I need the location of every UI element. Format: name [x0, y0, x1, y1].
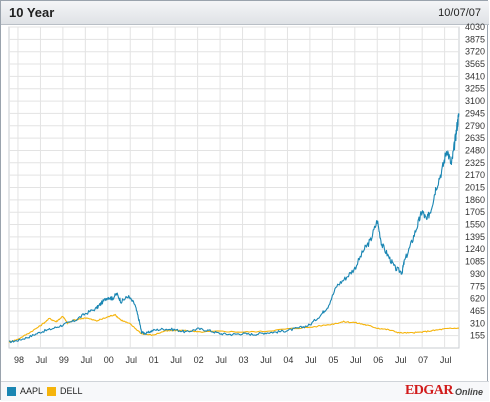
- x-tick-label: Jul: [260, 355, 272, 365]
- y-tick-label: 3565: [465, 59, 485, 69]
- y-tick-label: 3410: [465, 71, 485, 81]
- x-tick-label: 02: [194, 355, 204, 365]
- series-line-dell: [8, 313, 460, 343]
- x-tick-label: 98: [14, 355, 24, 365]
- series-lines: [8, 113, 460, 344]
- x-tick-label: Jul: [440, 355, 452, 365]
- y-tick-label: 620: [470, 294, 485, 304]
- price-chart: 155 310 465 620 775 930 1085 1240 1395 1550 1705 18…: [8, 22, 485, 365]
- x-tick-label: 06: [373, 355, 383, 365]
- chart-header: 10 Year 10/07/07: [1, 1, 489, 25]
- y-tick-label: 3720: [465, 47, 485, 57]
- y-tick-label: 1705: [465, 207, 485, 217]
- x-tick-label: Jul: [395, 355, 407, 365]
- x-tick-label: Jul: [215, 355, 227, 365]
- legend-item-dell: DELL: [47, 386, 83, 396]
- x-tick-label: 05: [328, 355, 338, 365]
- x-tick-label: Jul: [36, 355, 48, 365]
- x-tick-label: 01: [149, 355, 159, 365]
- x-tick-label: Jul: [81, 355, 93, 365]
- series-line-aapl: [8, 113, 460, 344]
- y-tick-label: 2325: [465, 158, 485, 168]
- y-tick-label: 1550: [465, 220, 485, 230]
- legend-item-aapl: AAPL: [7, 386, 43, 396]
- y-tick-label: 465: [470, 306, 485, 316]
- y-tick-label: 2635: [465, 133, 485, 143]
- chart-date: 10/07/07: [438, 7, 481, 19]
- y-tick-label: 310: [470, 318, 485, 328]
- y-tick-label: 2015: [465, 183, 485, 193]
- x-tick-label: 07: [418, 355, 428, 365]
- y-tick-label: 2790: [465, 121, 485, 131]
- legend-label-aapl: AAPL: [20, 386, 44, 396]
- y-tick-label: 1395: [465, 232, 485, 242]
- y-tick-label: 3100: [465, 96, 485, 106]
- y-tick-label: 1085: [465, 257, 485, 267]
- y-tick-label: 1240: [465, 244, 485, 254]
- x-tick-label: Jul: [350, 355, 362, 365]
- legend-swatch-aapl: [7, 386, 16, 396]
- legend-swatch-dell: [47, 386, 56, 396]
- x-axis-ticks: 98 Jul 99 Jul 00 Jul 01 Jul 02 Jul 03 Jul 04 Jul 05 Jul…: [14, 355, 451, 365]
- y-axis-ticks: 155 310 465 620 775 930 1085 1240 1395 1550 1705 18…: [465, 22, 485, 341]
- legend-bar: AAPL DELL EDGAR Online: [1, 381, 489, 401]
- y-tick-label: 930: [470, 269, 485, 279]
- y-tick-label: 3875: [465, 34, 485, 44]
- brand-logo-suffix: Online: [454, 387, 483, 397]
- x-tick-label: 99: [59, 355, 69, 365]
- y-tick-label: 775: [470, 281, 485, 291]
- y-tick-label: 155: [470, 331, 485, 341]
- chart-title: 10 Year: [9, 5, 55, 20]
- y-tick-label: 2170: [465, 170, 485, 180]
- x-tick-label: Jul: [125, 355, 137, 365]
- grid-lines: [8, 26, 460, 349]
- x-tick-label: Jul: [170, 355, 182, 365]
- x-tick-label: Jul: [305, 355, 317, 365]
- x-tick-label: 00: [104, 355, 114, 365]
- y-tick-label: 2480: [465, 145, 485, 155]
- y-tick-label: 4030: [465, 22, 485, 32]
- brand-logo: EDGAR: [404, 383, 454, 398]
- y-tick-label: 2945: [465, 108, 485, 118]
- legend-label-dell: DELL: [60, 386, 83, 396]
- y-tick-label: 1860: [465, 195, 485, 205]
- x-tick-label: 03: [239, 355, 249, 365]
- y-tick-label: 3255: [465, 84, 485, 94]
- x-tick-label: 04: [283, 355, 293, 365]
